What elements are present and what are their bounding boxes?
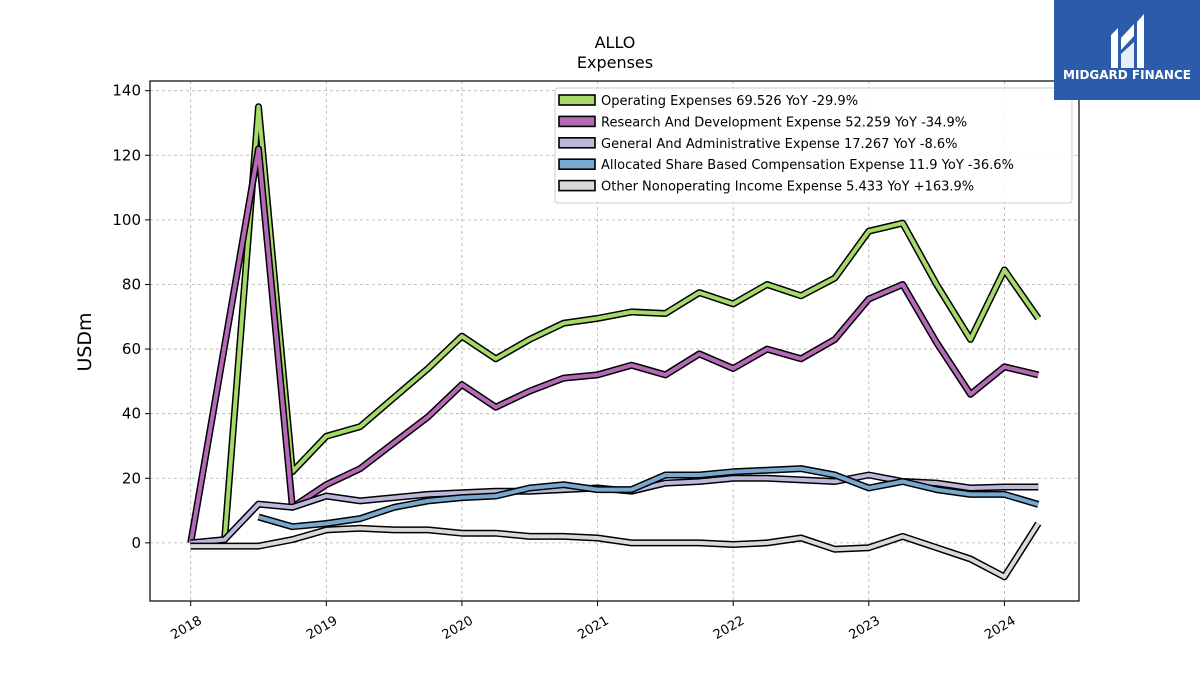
x-tick-label: 2018	[169, 613, 205, 643]
plot-frame	[149, 80, 1080, 602]
legend-swatch-3	[558, 137, 596, 149]
x-tick-label: 2019	[304, 613, 340, 643]
legend-label-4: Allocated Share Based Compensation Expen…	[601, 158, 1014, 173]
legend-label-5: Other Nonoperating Income Expense 5.433 …	[601, 180, 974, 195]
legend-label-1: Operating Expenses 69.526 YoY -29.9%	[601, 94, 858, 109]
legend-swatch-1	[558, 94, 596, 106]
y-tick-label: 40	[122, 405, 141, 423]
legend-label-2: Research And Development Expense 52.259 …	[601, 115, 967, 130]
y-tick-label: 120	[112, 146, 141, 164]
y-axis-label: USDm	[74, 312, 96, 371]
legend-swatch-2	[558, 115, 596, 128]
y-tick-label: 20	[122, 469, 141, 487]
y-tick-label: 100	[112, 211, 141, 229]
y-tick-label: 0	[131, 534, 141, 552]
x-tick-label: 2022	[711, 613, 747, 643]
y-tick-label: 140	[112, 82, 141, 100]
y-tick-label: 80	[122, 275, 141, 293]
chart-title: ALLO	[595, 33, 636, 52]
logo-mark-icon	[1111, 14, 1144, 68]
series-line-1	[190, 104, 1040, 549]
brand-logo: MIDGARD FINANCE	[1054, 0, 1200, 100]
legend: Operating Expenses 69.526 YoY -29.9% Rese…	[554, 87, 1073, 204]
chart-subtitle: Expenses	[577, 53, 653, 72]
brand-name: MIDGARD FINANCE	[1063, 68, 1191, 82]
legend-frame	[554, 87, 1073, 204]
legend-swatch-4	[558, 158, 596, 170]
series-line-4	[257, 466, 1039, 529]
legend-swatch-5	[558, 179, 596, 192]
y-tick-label: 60	[122, 340, 141, 358]
legend-label-3: General And Administrative Expense 17.26…	[601, 137, 958, 152]
series-lines	[187, 103, 1042, 581]
x-tick-label: 2021	[575, 613, 611, 643]
series-line-5	[190, 522, 1040, 579]
x-tick-label: 2020	[440, 613, 476, 643]
x-tick-label: 2023	[847, 613, 883, 643]
series-line-2	[188, 146, 1039, 544]
x-tick-label: 2024	[982, 613, 1018, 643]
